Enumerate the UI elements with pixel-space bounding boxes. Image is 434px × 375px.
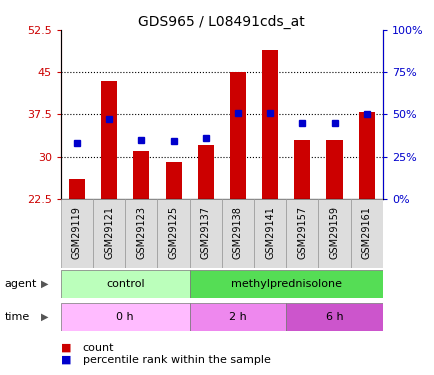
Text: percentile rank within the sample: percentile rank within the sample [82,355,270,365]
Bar [286,303,382,331]
Bar [165,162,181,199]
Bar [286,199,318,268]
Text: ▶: ▶ [41,312,49,322]
Bar [61,303,189,331]
Text: ■: ■ [61,355,71,365]
Bar [262,50,278,199]
Bar [93,199,125,268]
Text: time: time [4,312,30,322]
Bar [230,72,246,199]
Text: GSM29121: GSM29121 [104,206,114,259]
Bar [125,199,157,268]
Bar [189,270,382,298]
Text: GSM29161: GSM29161 [361,206,371,259]
Bar [101,81,117,199]
Title: GDS965 / L08491cds_at: GDS965 / L08491cds_at [138,15,305,29]
Text: GSM29119: GSM29119 [72,206,82,259]
Bar [358,112,374,199]
Text: 0 h: 0 h [116,312,134,322]
Bar [294,140,310,199]
Text: GSM29123: GSM29123 [136,206,146,259]
Bar [133,151,149,199]
Text: GSM29141: GSM29141 [265,206,274,259]
Bar [221,199,253,268]
Bar [189,199,221,268]
Text: 6 h: 6 h [325,312,342,322]
Bar [350,199,382,268]
Text: GSM29138: GSM29138 [233,206,242,259]
Text: count: count [82,343,114,353]
Text: 2 h: 2 h [229,312,246,322]
Bar [197,146,214,199]
Text: methylprednisolone: methylprednisolone [230,279,341,289]
Bar [189,303,286,331]
Bar [157,199,189,268]
Text: GSM29125: GSM29125 [168,206,178,259]
Bar [61,270,189,298]
Bar [326,140,342,199]
Text: GSM29157: GSM29157 [297,206,306,259]
Bar [318,199,350,268]
Text: GSM29137: GSM29137 [201,206,210,259]
Text: control: control [106,279,144,289]
Bar [253,199,286,268]
Text: agent: agent [4,279,36,289]
Bar [61,199,93,268]
Text: ▶: ▶ [41,279,49,289]
Text: GSM29159: GSM29159 [329,206,339,259]
Text: ■: ■ [61,343,71,353]
Bar [69,179,85,199]
